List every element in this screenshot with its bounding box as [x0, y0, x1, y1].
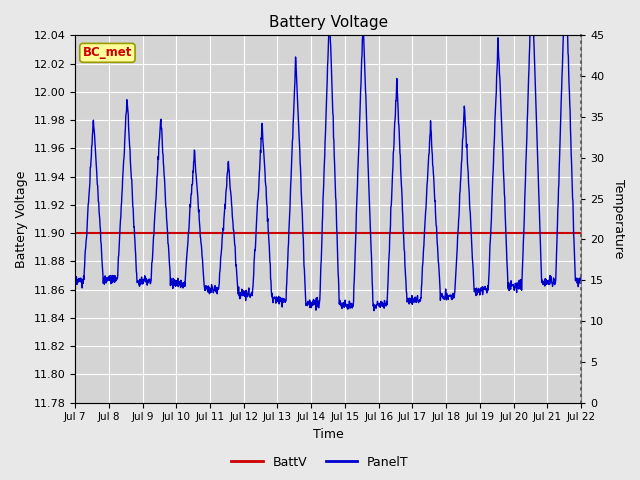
X-axis label: Time: Time — [313, 428, 344, 441]
Y-axis label: Temperature: Temperature — [612, 180, 625, 259]
Legend: BattV, PanelT: BattV, PanelT — [227, 451, 413, 474]
Title: Battery Voltage: Battery Voltage — [269, 15, 388, 30]
Text: BC_met: BC_met — [83, 47, 132, 60]
Y-axis label: Battery Voltage: Battery Voltage — [15, 170, 28, 268]
